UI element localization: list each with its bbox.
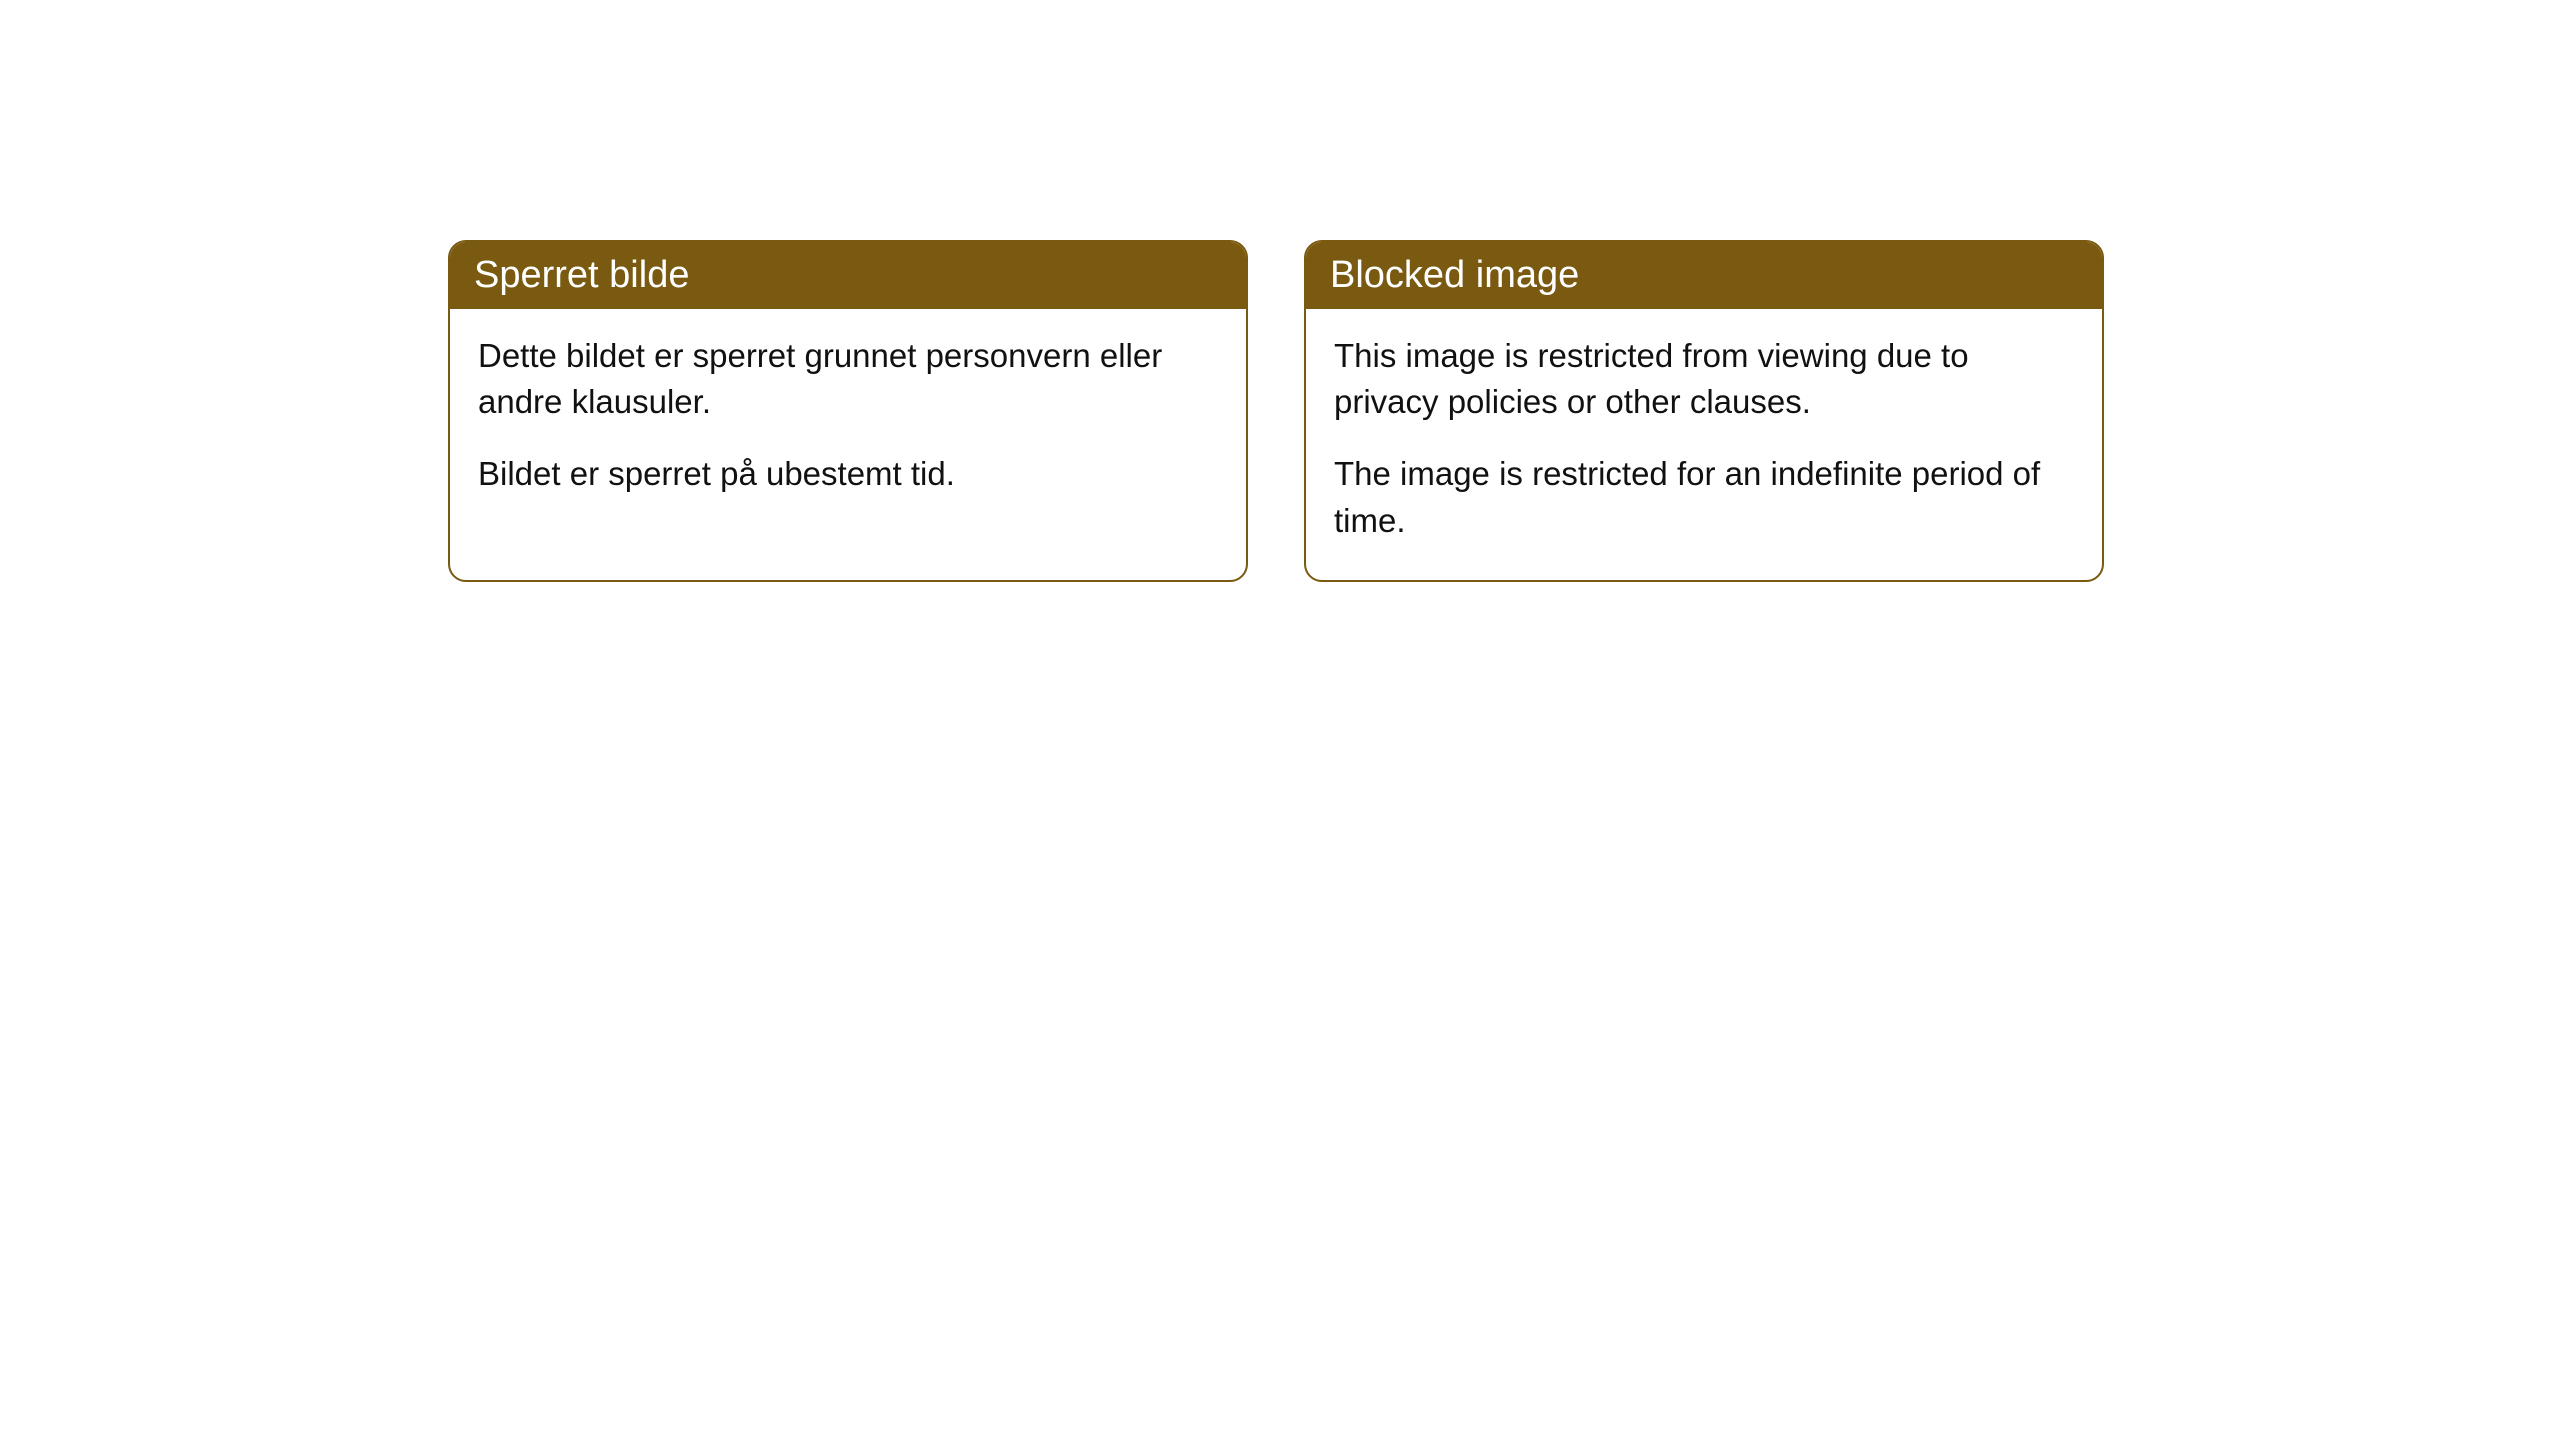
card-paragraph: The image is restricted for an indefinit… (1334, 451, 2074, 543)
card-paragraph: Dette bildet er sperret grunnet personve… (478, 333, 1218, 425)
card-header: Blocked image (1306, 242, 2102, 309)
notice-card-norwegian: Sperret bilde Dette bildet er sperret gr… (448, 240, 1248, 582)
notice-card-english: Blocked image This image is restricted f… (1304, 240, 2104, 582)
notice-cards-container: Sperret bilde Dette bildet er sperret gr… (0, 0, 2560, 582)
card-body: This image is restricted from viewing du… (1306, 309, 2102, 580)
card-paragraph: This image is restricted from viewing du… (1334, 333, 2074, 425)
card-paragraph: Bildet er sperret på ubestemt tid. (478, 451, 1218, 497)
card-header: Sperret bilde (450, 242, 1246, 309)
card-title: Sperret bilde (474, 254, 689, 296)
card-title: Blocked image (1330, 254, 1579, 296)
card-body: Dette bildet er sperret grunnet personve… (450, 309, 1246, 534)
